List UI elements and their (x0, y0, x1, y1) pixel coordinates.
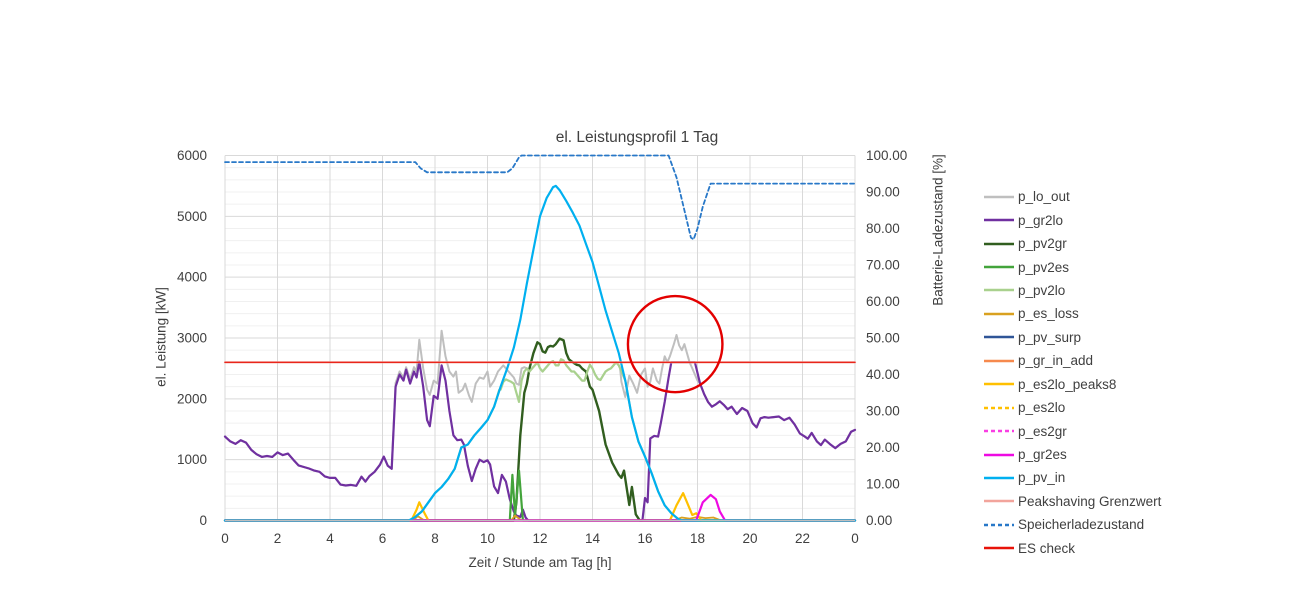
legend-swatch-line (984, 500, 1014, 503)
legend-swatch-line (984, 289, 1014, 292)
legend-swatch-line (984, 195, 1014, 198)
y-left-tick: 0 (199, 513, 207, 528)
y-right-tick: 50.00 (866, 331, 900, 346)
x-tick: 6 (379, 531, 387, 546)
left-axis-title: el. Leistung [kW] (153, 287, 169, 387)
legend-item-p_gr_in_add: p_gr_in_add (984, 349, 1161, 372)
series-p_pv_in (223, 184, 857, 522)
legend-item-p_gr2lo: p_gr2lo (984, 208, 1161, 231)
chart-title: el. Leistungsprofil 1 Tag (555, 129, 719, 146)
legend-item-p_gr2es: p_gr2es (984, 443, 1161, 466)
legend-label: ES check (1018, 540, 1076, 556)
legend-item-p_pv2lo: p_pv2lo (984, 279, 1161, 302)
legend-swatch-line (984, 265, 1014, 269)
legend-swatch-line (984, 383, 1014, 386)
legend-label: Speicherladezustand (1018, 517, 1145, 533)
y-left-tick: 5000 (177, 209, 207, 224)
x-tick: 20 (742, 531, 757, 546)
y-left-tick: 2000 (177, 391, 207, 406)
legend-swatch-line (984, 547, 1014, 550)
legend-label: Peakshaving Grenzwert (1018, 493, 1162, 509)
legend-label: p_gr2es (1018, 447, 1067, 463)
y-right-tick: 40.00 (866, 367, 900, 382)
series-p_gr2es (223, 493, 857, 522)
legend: p_lo_out p_gr2lo p_pv2gr p_pv2es p_pv2lo p_es… (984, 185, 1161, 560)
axis-tick-labels: 01000200030004000500060000.0010.0020.003… (177, 148, 907, 546)
legend-item-p_pv_surp: p_pv_surp (984, 326, 1161, 349)
legend-item-speicherladezustand: Speicherladezustand (984, 513, 1161, 536)
y-right-tick: 10.00 (866, 477, 900, 492)
x-tick: 10 (480, 531, 495, 546)
legend-item-p_es_loss: p_es_loss (984, 302, 1161, 325)
legend-item-p_lo_out: p_lo_out (984, 185, 1161, 208)
legend-label: p_pv2lo (1018, 282, 1066, 298)
legend-item-p_es2lo: p_es2lo (984, 396, 1161, 419)
legend-item-p_pv2gr: p_pv2gr (984, 232, 1161, 255)
legend-label: p_lo_out (1018, 189, 1070, 205)
legend-swatch-line (984, 429, 1014, 433)
legend-swatch-line (984, 406, 1014, 409)
y-right-tick: 100.00 (866, 148, 907, 163)
x-tick: 22 (795, 531, 810, 546)
legend-swatch-line (984, 242, 1014, 245)
legend-item-p_pv2es: p_pv2es (984, 255, 1161, 278)
y-right-tick: 60.00 (866, 294, 900, 309)
y-left-tick: 4000 (177, 270, 207, 285)
legend-label: p_es_loss (1018, 306, 1079, 322)
legend-item-peakshaving-grenzwert: Peakshaving Grenzwert (984, 490, 1161, 513)
x-tick: 18 (690, 531, 705, 546)
x-tick: 2 (274, 531, 282, 546)
legend-label: p_es2lo (1018, 400, 1066, 416)
legend-label: p_pv_surp (1018, 329, 1082, 345)
y-left-tick: 3000 (177, 331, 207, 346)
legend-label: p_gr2lo (1018, 212, 1064, 228)
legend-swatch-line (984, 476, 1014, 480)
legend-item-es-check: ES check (984, 537, 1161, 560)
x-tick: 0 (221, 531, 229, 546)
legend-label: p_es2gr (1018, 423, 1067, 439)
legend-label: p_es2lo_peaks8 (1018, 376, 1117, 392)
x-tick: 16 (637, 531, 652, 546)
y-right-tick: 90.00 (866, 185, 900, 200)
y-right-tick: 20.00 (866, 440, 900, 455)
legend-label: p_pv2es (1018, 259, 1070, 275)
series-speicherladezustand (224, 154, 856, 241)
legend-swatch-line (984, 453, 1014, 456)
legend-label: p_gr_in_add (1018, 353, 1094, 369)
y-left-tick: 6000 (177, 148, 207, 163)
legend-label: p_pv2gr (1018, 236, 1067, 252)
legend-swatch-line (984, 336, 1014, 339)
x-axis-title: Zeit / Stunde am Tag [h] (468, 555, 612, 570)
series-p_pv2gr (223, 337, 857, 522)
y-right-tick: 80.00 (866, 221, 900, 236)
y-right-tick: 70.00 (866, 258, 900, 273)
legend-swatch-line (984, 359, 1014, 362)
right-axis-title: Batterie-Ladezustand [%] (930, 154, 946, 306)
x-tick: 12 (532, 531, 547, 546)
legend-item-p_es2gr: p_es2gr (984, 419, 1161, 442)
x-tick: 14 (585, 531, 601, 546)
series-p_gr2lo (223, 360, 857, 522)
legend-swatch-line (984, 218, 1014, 222)
y-left-tick: 1000 (177, 452, 207, 467)
x-tick: 0 (851, 531, 859, 546)
legend-swatch-line (984, 523, 1014, 527)
series-p_es2lo_peaks8 (223, 492, 857, 522)
y-right-tick: 30.00 (866, 404, 900, 419)
legend-item-p_pv_in: p_pv_in (984, 466, 1161, 489)
y-right-tick: 0.00 (866, 513, 892, 528)
legend-item-p_es2lo_peaks8: p_es2lo_peaks8 (984, 373, 1161, 396)
x-tick: 4 (326, 531, 334, 546)
legend-swatch-line (984, 312, 1014, 316)
legend-label: p_pv_in (1018, 470, 1066, 486)
es-check-circle (626, 294, 724, 394)
x-tick: 8 (431, 531, 439, 546)
